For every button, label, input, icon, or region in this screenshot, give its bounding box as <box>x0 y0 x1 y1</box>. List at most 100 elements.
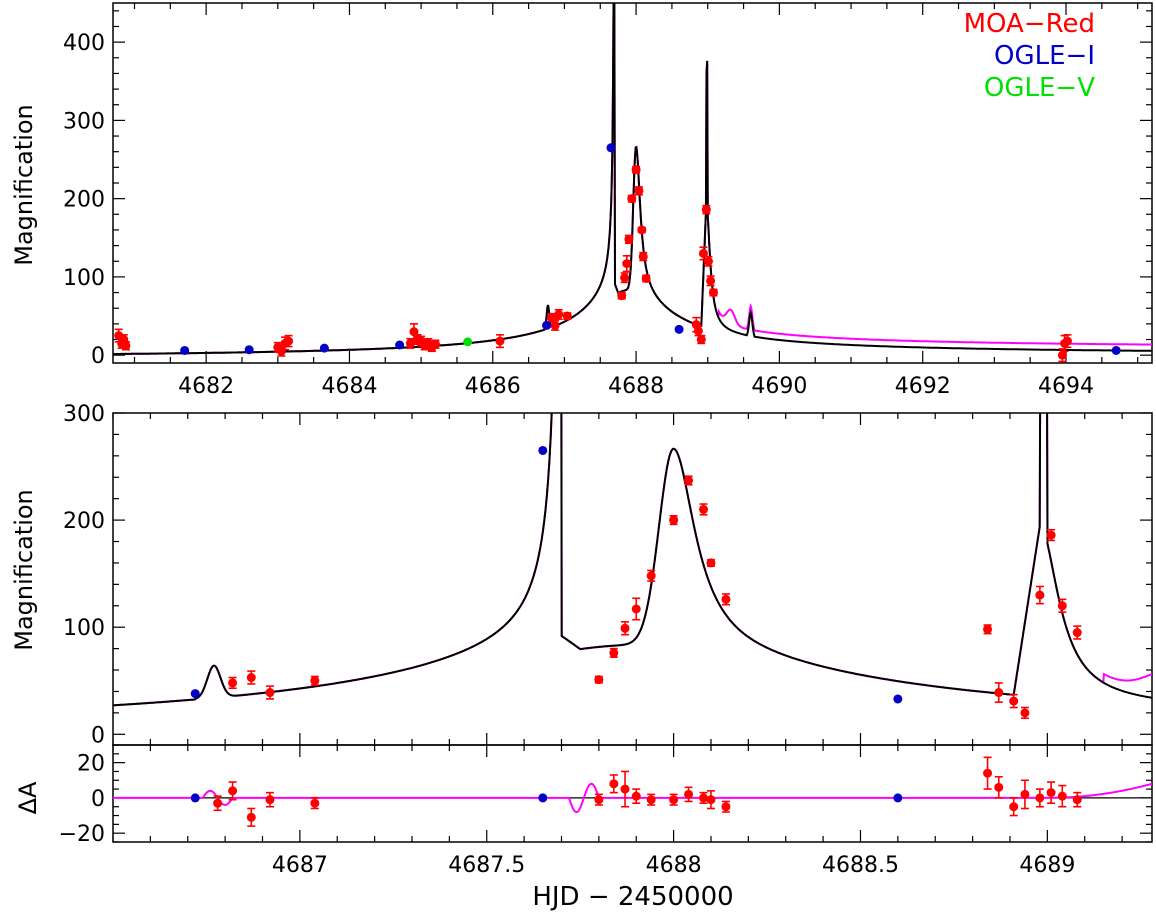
data-point <box>538 445 548 455</box>
x-tick-label: 4688 <box>646 853 702 878</box>
y-tick-label: 300 <box>63 402 105 427</box>
data-point <box>983 768 993 778</box>
x-tick-label: 4687.5 <box>448 853 525 878</box>
data-point <box>627 194 637 204</box>
data-point <box>609 779 619 789</box>
data-point <box>1072 628 1082 638</box>
x-tick-label: 4694 <box>1038 374 1094 399</box>
data-point <box>284 336 294 346</box>
data-point <box>180 345 190 355</box>
y-tick-label: 20 <box>77 752 105 777</box>
x-tick-label: 4687 <box>272 853 328 878</box>
data-point <box>631 165 641 175</box>
data-point <box>983 624 993 634</box>
data-point <box>721 594 731 604</box>
y-tick-label: 100 <box>63 266 105 291</box>
y-axis-label-middle: Magnification <box>10 489 38 651</box>
data-point <box>631 604 641 614</box>
data-point <box>190 689 200 699</box>
data-point <box>265 688 275 698</box>
y-tick-label: 300 <box>63 109 105 134</box>
data-point <box>550 320 560 330</box>
data-point <box>701 205 711 215</box>
data-point <box>893 793 903 803</box>
data-point <box>634 186 644 196</box>
data-point <box>1057 350 1067 360</box>
data-point <box>703 256 713 266</box>
plot-area <box>113 3 1152 363</box>
y-tick-label: 0 <box>91 344 105 369</box>
x-tick-label: 4688 <box>608 374 664 399</box>
data-point <box>190 793 200 803</box>
data-point <box>641 273 651 283</box>
data-point <box>893 694 903 704</box>
plot-area <box>113 756 1152 827</box>
data-point <box>620 784 630 794</box>
data-point <box>538 793 548 803</box>
data-point <box>1009 802 1019 812</box>
data-point <box>405 338 415 348</box>
data-point <box>1035 793 1045 803</box>
data-point <box>1046 530 1056 540</box>
data-point <box>620 623 630 633</box>
data-point <box>646 795 656 805</box>
data-point <box>617 291 627 301</box>
data-point <box>409 327 419 337</box>
data-point <box>1009 696 1019 706</box>
data-point <box>609 648 619 658</box>
data-point <box>646 571 656 581</box>
data-point <box>624 234 634 244</box>
data-point <box>706 276 716 286</box>
data-point <box>1046 788 1056 798</box>
y-tick-label: 200 <box>63 188 105 213</box>
data-point <box>547 313 557 323</box>
data-point <box>1057 601 1067 611</box>
data-point <box>606 143 616 153</box>
data-point <box>684 789 694 799</box>
legend-entry: MOA−Red <box>964 9 1095 39</box>
model-curve-magenta <box>113 413 1152 707</box>
data-point <box>669 795 679 805</box>
y-axis-label-bottom: ΔA <box>14 781 42 814</box>
data-point <box>638 252 648 262</box>
data-point <box>637 225 647 235</box>
model-curve-black <box>113 413 1152 707</box>
x-tick-label: 4686 <box>465 374 521 399</box>
data-point <box>395 340 405 350</box>
y-tick-label: 400 <box>63 31 105 56</box>
legend-entry: OGLE−I <box>994 41 1095 71</box>
x-tick-label: 4692 <box>895 374 951 399</box>
y-axis-label-top: Magnification <box>10 104 38 266</box>
data-point <box>994 782 1004 792</box>
data-point <box>1035 590 1045 600</box>
plot-area <box>113 413 1152 720</box>
data-point <box>495 336 505 346</box>
data-point <box>246 673 256 683</box>
axes-frame <box>112 744 1153 843</box>
data-point <box>542 320 552 330</box>
data-point <box>310 798 320 808</box>
data-point <box>684 475 694 485</box>
data-point <box>620 273 630 283</box>
x-tick-label: 4688.5 <box>822 853 899 878</box>
data-point <box>674 324 684 334</box>
y-tick-label: 0 <box>91 787 105 812</box>
data-point <box>699 793 709 803</box>
data-point <box>706 795 716 805</box>
data-point <box>228 786 238 796</box>
data-point <box>1020 789 1030 799</box>
panel-top: 0 100 200 300 400 4682 4684 4686 4688 4690 4692 469… <box>63 2 1153 399</box>
x-axis-label: HJD − 2450000 <box>532 882 733 912</box>
data-point <box>319 343 329 353</box>
data-point <box>244 345 254 355</box>
y-tick-label: 100 <box>63 616 105 641</box>
data-point <box>310 676 320 686</box>
data-point <box>706 558 716 568</box>
x-tick-label: 4682 <box>178 374 234 399</box>
data-point <box>669 515 679 525</box>
data-point <box>622 259 632 269</box>
data-point <box>594 675 604 685</box>
data-point <box>121 341 131 351</box>
